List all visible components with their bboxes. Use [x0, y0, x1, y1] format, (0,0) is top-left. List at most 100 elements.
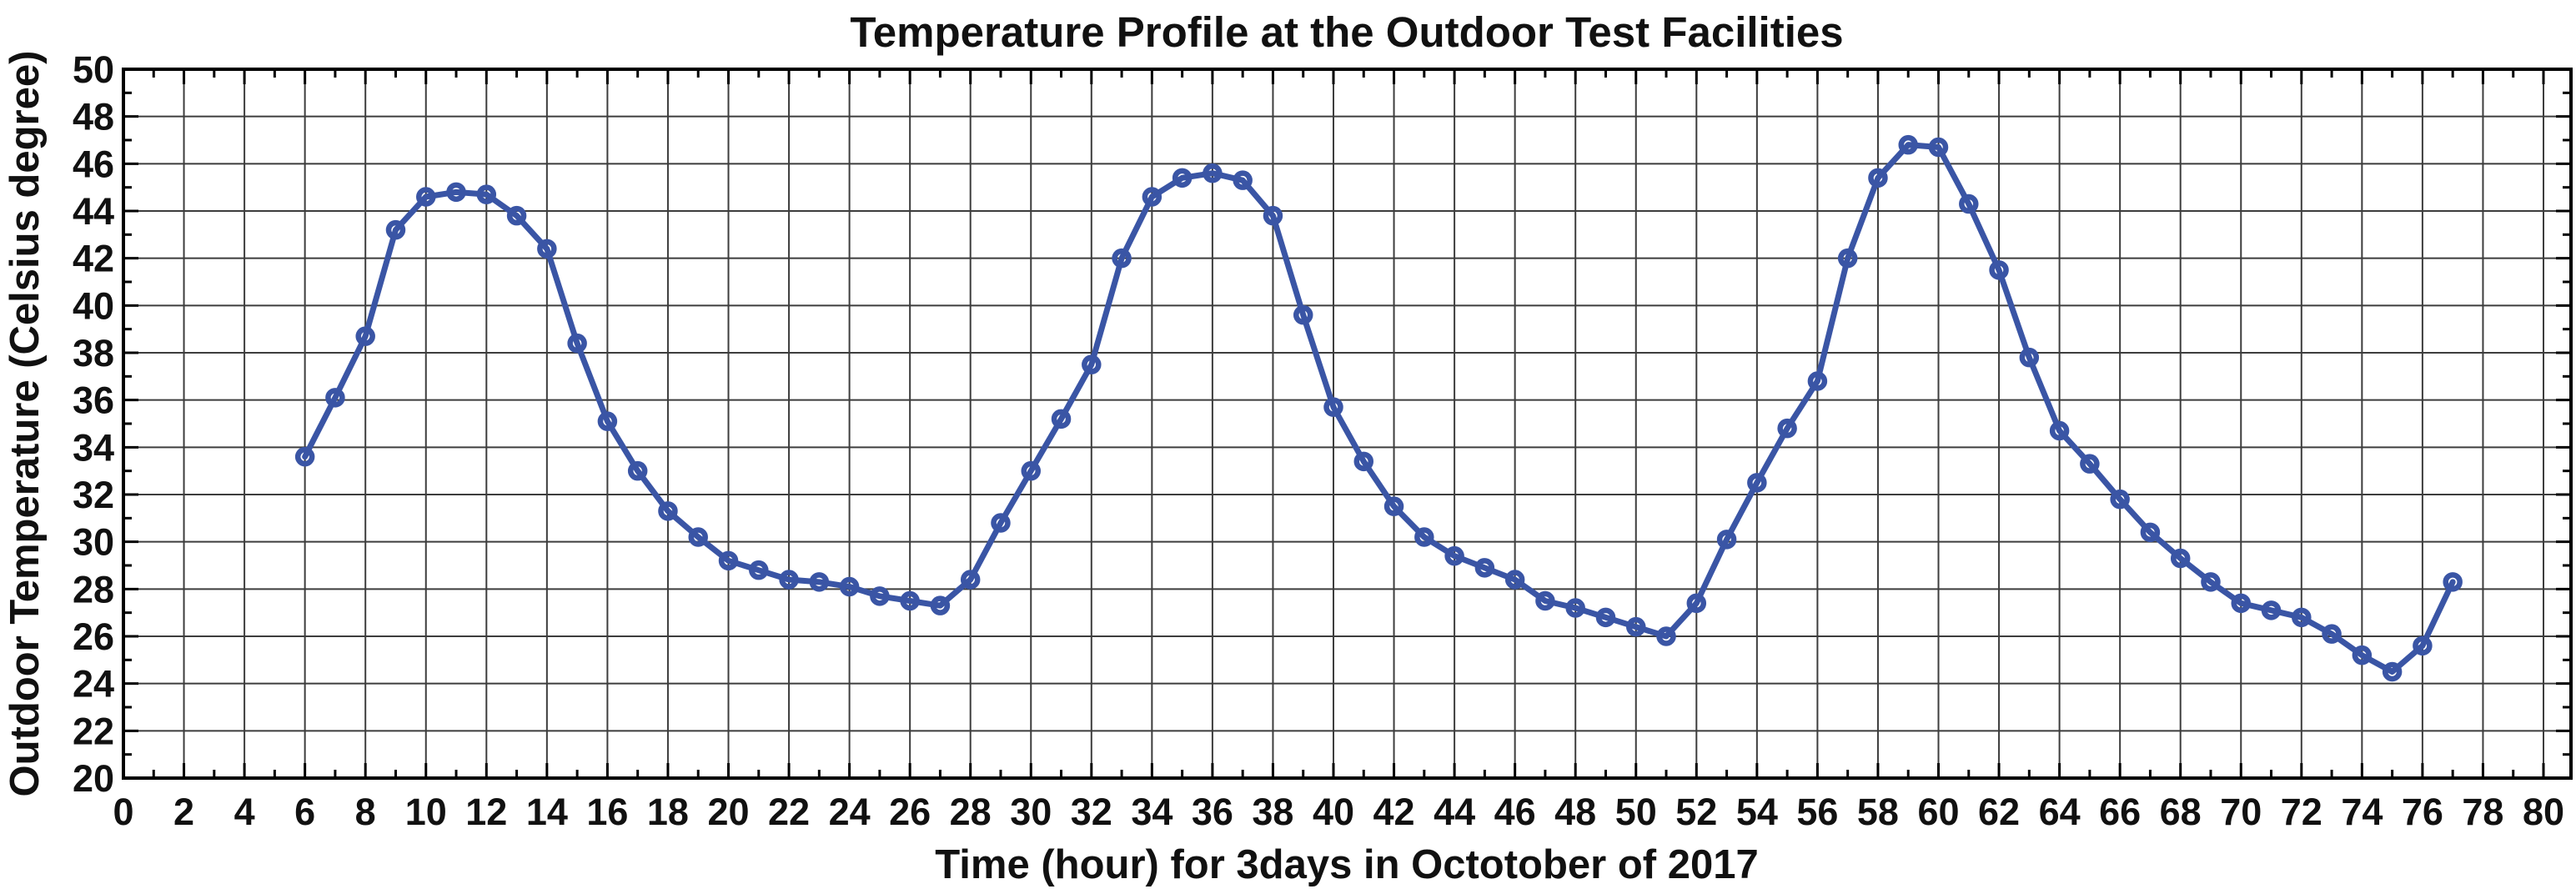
data-point-marker [1928, 137, 1949, 158]
data-point-marker [416, 187, 436, 207]
data-point-marker [537, 239, 557, 259]
data-point-marker [2261, 600, 2282, 620]
x-tick-label: 12 [465, 791, 507, 833]
data-point-marker [1383, 496, 1404, 516]
x-tick-label: 0 [113, 791, 133, 833]
y-tick-label: 22 [73, 710, 114, 752]
data-point-marker [870, 586, 890, 606]
data-point-marker [1595, 607, 1616, 628]
data-point-marker [1293, 304, 1313, 325]
data-point-marker [294, 446, 315, 467]
data-point-marker [1142, 187, 1162, 207]
x-tick-label: 40 [1313, 791, 1354, 833]
data-point-marker [2019, 347, 2040, 368]
tick-marks [122, 68, 2571, 780]
x-tick-label: 72 [2281, 791, 2322, 833]
x-tick-label: 58 [1857, 791, 1899, 833]
x-tick-label: 36 [1192, 791, 1233, 833]
x-tick-label: 50 [1615, 791, 1657, 833]
x-tick-label: 66 [2099, 791, 2141, 833]
temperature-series [294, 134, 2463, 682]
x-tick-label: 76 [2402, 791, 2443, 833]
x-tick-label: 78 [2462, 791, 2503, 833]
data-point-marker [1747, 473, 1767, 493]
data-point-marker [446, 182, 466, 203]
x-axis-label: Time (hour) for 3days in Octotober of 20… [935, 842, 1758, 887]
tick-labels: 0 2 4 6 8 10 12 14 16 18 20 22 24 26 28 30 32 34 36 38 40 42 4… [73, 48, 2564, 833]
data-point-marker [2231, 593, 2251, 614]
y-tick-label: 40 [73, 284, 114, 327]
data-point-marker [597, 411, 618, 431]
data-point-marker [2443, 572, 2463, 592]
x-tick-label: 20 [707, 791, 749, 833]
data-point-marker [325, 388, 345, 408]
data-point-marker [1777, 418, 1797, 439]
data-point-marker [960, 570, 981, 590]
data-point-marker [718, 550, 739, 571]
data-point-marker [627, 460, 648, 481]
data-point-marker [1898, 134, 1918, 155]
data-point-marker [1626, 616, 1646, 637]
x-tick-label: 34 [1131, 791, 1173, 833]
data-point-marker [658, 501, 678, 521]
data-point-marker [1263, 205, 1283, 226]
data-point-marker [1021, 460, 1041, 481]
x-tick-label: 22 [768, 791, 810, 833]
x-tick-label: 16 [586, 791, 628, 833]
data-point-marker [1716, 530, 1737, 550]
data-point-marker [1868, 168, 1888, 188]
x-tick-label: 42 [1373, 791, 1415, 833]
x-tick-label: 8 [355, 791, 376, 833]
x-tick-label: 14 [526, 791, 568, 833]
data-point-marker [1112, 248, 1132, 269]
data-point-marker [1837, 248, 1858, 269]
data-point-marker [355, 326, 375, 346]
x-tick-label: 30 [1010, 791, 1052, 833]
x-tick-label: 48 [1554, 791, 1596, 833]
y-tick-label: 36 [73, 379, 114, 422]
data-point-marker [2352, 645, 2373, 665]
x-tick-label: 80 [2523, 791, 2564, 833]
x-tick-label: 70 [2220, 791, 2262, 833]
x-tick-label: 2 [173, 791, 194, 833]
data-point-marker [1414, 527, 1434, 547]
data-point-marker [2292, 607, 2312, 628]
y-tick-label: 48 [73, 96, 114, 138]
x-tick-label: 68 [2160, 791, 2202, 833]
data-point-marker [506, 205, 527, 226]
data-point-marker [688, 527, 708, 547]
y-axis-label: Outdoor Temperature (Celsius degree) [3, 51, 48, 797]
data-point-marker [1233, 170, 1253, 190]
data-point-marker [809, 572, 830, 592]
data-point-marker [1444, 545, 1464, 566]
x-tick-label: 24 [829, 791, 871, 833]
temperature-line [302, 142, 2456, 675]
chart-title: Temperature Profile at the Outdoor Test … [850, 8, 1843, 56]
y-tick-label: 28 [73, 568, 114, 610]
data-point-marker [2110, 489, 2130, 510]
data-point-marker [1172, 168, 1193, 188]
x-tick-label: 26 [889, 791, 931, 833]
y-tick-label: 46 [73, 143, 114, 185]
data-point-marker [2201, 572, 2221, 592]
y-tick-label: 30 [73, 521, 114, 564]
data-point-marker [1051, 409, 1072, 429]
x-tick-label: 44 [1434, 791, 1475, 833]
data-point-marker [1807, 371, 1828, 391]
x-tick-label: 52 [1675, 791, 1717, 833]
y-tick-label: 26 [73, 615, 114, 658]
x-tick-label: 6 [294, 791, 315, 833]
data-point-marker [839, 576, 860, 597]
data-point-marker [1565, 598, 1585, 618]
x-tick-label: 38 [1252, 791, 1293, 833]
x-tick-label: 28 [950, 791, 992, 833]
y-tick-label: 24 [73, 663, 114, 706]
data-point-marker [749, 560, 769, 580]
x-tick-label: 64 [2039, 791, 2081, 833]
data-point-marker [930, 595, 951, 615]
x-tick-label: 60 [1917, 791, 1959, 833]
data-point-marker [1474, 558, 1495, 578]
y-tick-label: 50 [73, 48, 114, 91]
x-tick-label: 54 [1736, 791, 1778, 833]
